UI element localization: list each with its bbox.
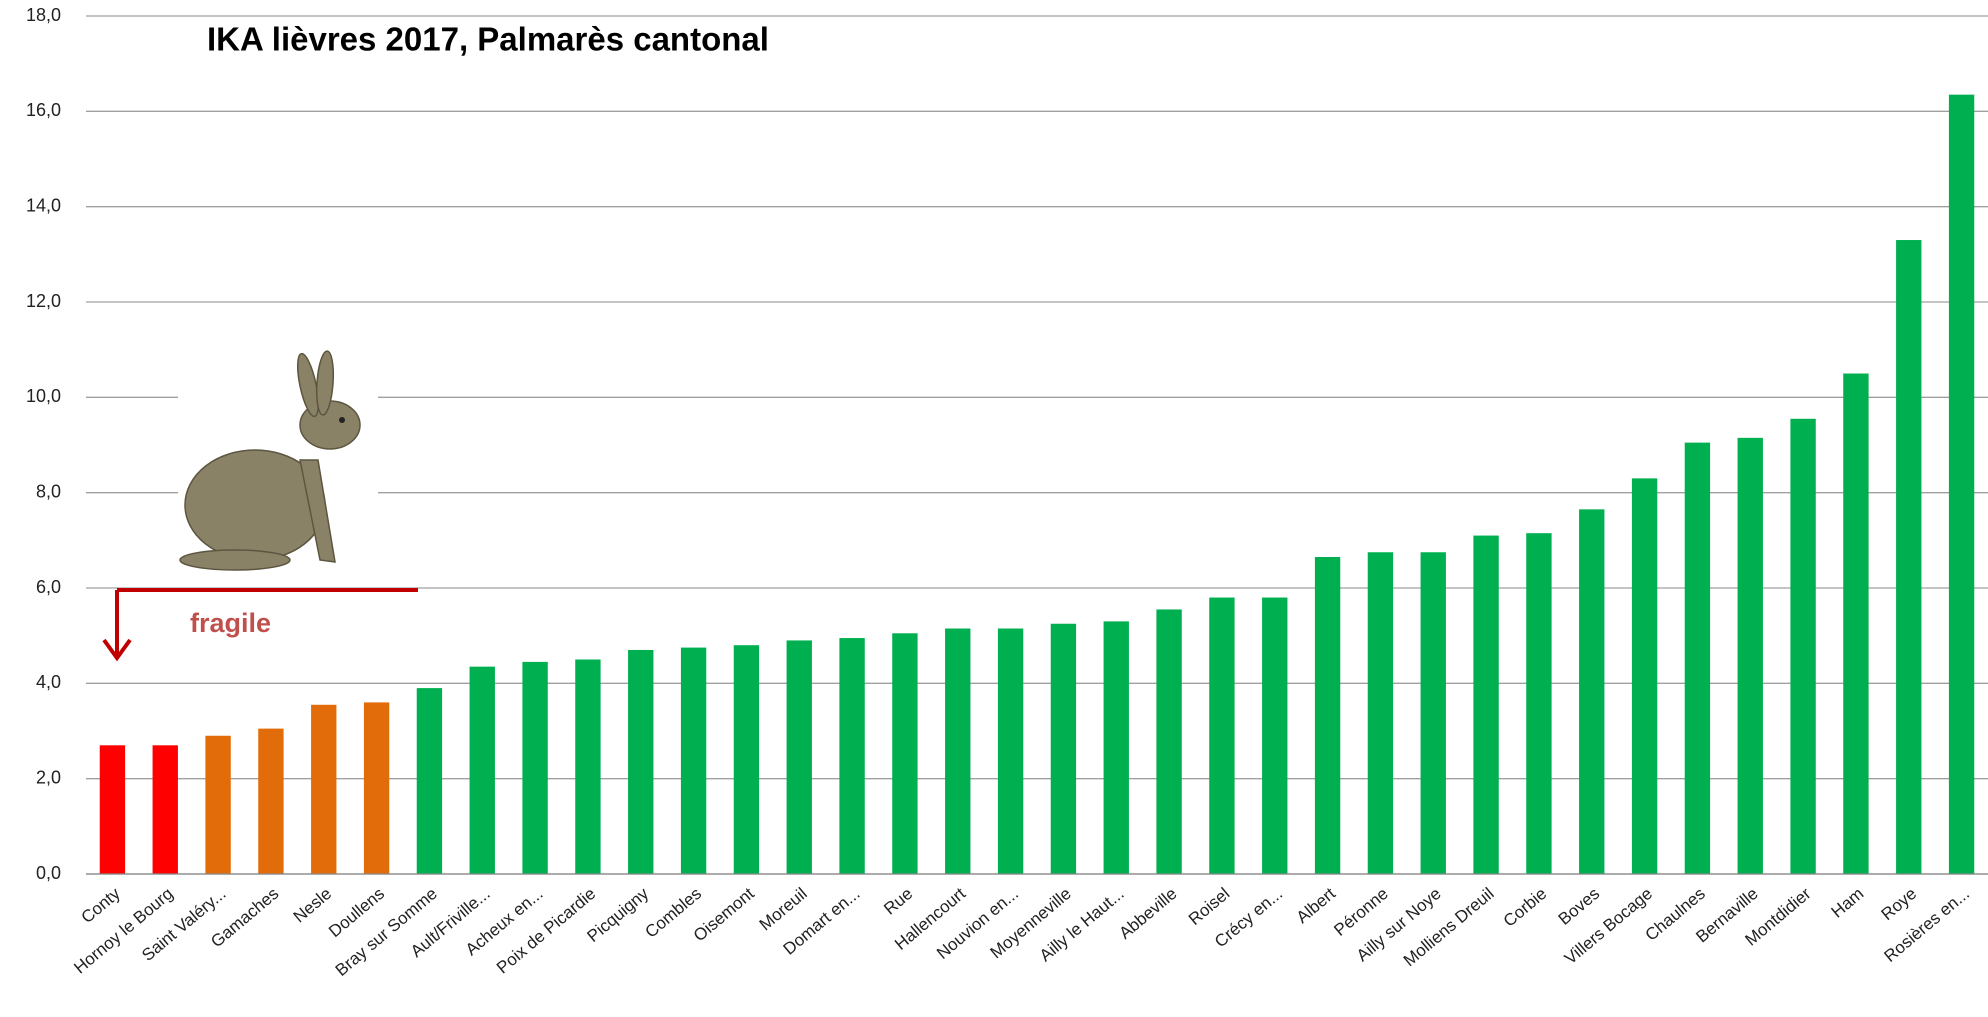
bar bbox=[786, 640, 812, 874]
bar bbox=[839, 638, 865, 874]
bar bbox=[416, 688, 443, 874]
bar bbox=[1737, 437, 1763, 874]
y-tick-label: 12,0 bbox=[26, 291, 61, 311]
bar bbox=[1631, 478, 1658, 874]
bar bbox=[1948, 94, 1975, 874]
bar bbox=[1209, 597, 1235, 874]
bar bbox=[99, 745, 126, 874]
bar bbox=[469, 666, 495, 874]
x-tick-label: Nesle bbox=[290, 884, 336, 926]
bar bbox=[1896, 240, 1922, 875]
arrow-head bbox=[102, 638, 132, 662]
hare-illustration bbox=[179, 350, 361, 571]
x-tick-label: Boves bbox=[1555, 884, 1603, 929]
bar bbox=[522, 661, 548, 874]
bars bbox=[99, 94, 1975, 875]
annotation: fragile bbox=[190, 608, 271, 638]
hare-eye bbox=[339, 417, 345, 423]
y-tick-label: 16,0 bbox=[26, 100, 61, 120]
bar bbox=[363, 702, 390, 874]
bar bbox=[1579, 509, 1605, 874]
x-tick-label: Molliens Dreuil bbox=[1400, 884, 1498, 970]
x-tick-label: Corbie bbox=[1500, 884, 1551, 931]
bar bbox=[1367, 552, 1394, 874]
hare-leg bbox=[299, 459, 336, 563]
bar bbox=[1050, 623, 1077, 874]
bar bbox=[575, 659, 601, 874]
hare-ear bbox=[296, 352, 320, 418]
bar bbox=[311, 704, 337, 874]
y-tick-label: 0,0 bbox=[36, 863, 61, 883]
bar bbox=[680, 647, 707, 874]
x-tick-label: Rue bbox=[880, 884, 916, 919]
bar bbox=[1684, 442, 1711, 874]
y-tick-label: 10,0 bbox=[26, 386, 61, 406]
bar bbox=[1473, 535, 1499, 874]
x-tick-label: Conty bbox=[78, 884, 125, 927]
y-tick-label: 8,0 bbox=[36, 481, 61, 501]
bar bbox=[1420, 552, 1446, 874]
x-tick-label: Roisel bbox=[1185, 884, 1233, 929]
bar bbox=[945, 628, 971, 874]
x-tick-label: Abbeville bbox=[1115, 884, 1180, 943]
bar bbox=[1262, 597, 1288, 874]
fragile-marker bbox=[102, 588, 418, 662]
bar bbox=[997, 628, 1024, 874]
hare-foot bbox=[179, 549, 291, 571]
bar bbox=[1526, 533, 1552, 874]
bar bbox=[1790, 418, 1816, 874]
bar bbox=[892, 633, 918, 874]
y-tick-label: 4,0 bbox=[36, 672, 61, 692]
bar bbox=[733, 645, 760, 874]
bar bbox=[205, 735, 231, 874]
bar bbox=[152, 745, 178, 874]
y-tick-label: 2,0 bbox=[36, 767, 61, 787]
bar bbox=[1843, 373, 1869, 874]
hare-ear bbox=[315, 350, 335, 416]
bar bbox=[628, 649, 654, 874]
x-tick-label: Albert bbox=[1293, 884, 1339, 927]
bar bbox=[1103, 621, 1129, 874]
bar bbox=[258, 728, 284, 874]
x-tick-label: Roye bbox=[1878, 884, 1921, 924]
y-tick-label: 6,0 bbox=[36, 577, 61, 597]
chart-title: IKA lièvres 2017, Palmarès cantonal bbox=[207, 21, 769, 58]
bar bbox=[1156, 609, 1182, 874]
y-tick-label: 14,0 bbox=[26, 195, 61, 215]
bar bbox=[1314, 557, 1341, 874]
y-tick-label: 18,0 bbox=[26, 5, 61, 25]
x-tick-label: Ham bbox=[1828, 884, 1868, 922]
